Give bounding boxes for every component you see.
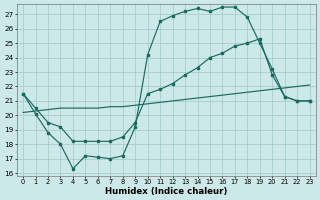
X-axis label: Humidex (Indice chaleur): Humidex (Indice chaleur) (105, 187, 228, 196)
